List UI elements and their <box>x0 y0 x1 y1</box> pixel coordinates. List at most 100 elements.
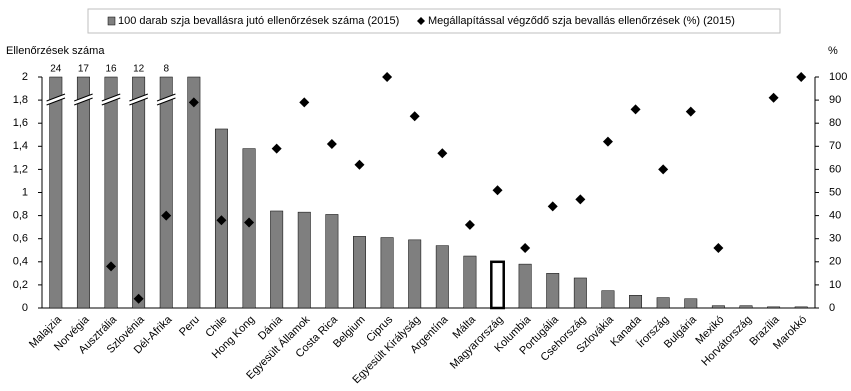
bar <box>270 210 284 309</box>
axis-break <box>129 94 148 105</box>
bar <box>159 76 173 309</box>
diamond-marker <box>437 148 448 159</box>
y-tick-label: 1 <box>22 186 28 198</box>
axis-break-line <box>101 97 121 106</box>
bar <box>104 76 118 309</box>
bar-value-label: 17 <box>78 64 90 75</box>
bar <box>325 214 339 309</box>
axis-break <box>74 94 93 105</box>
bar-value-label: 12 <box>133 64 145 75</box>
y2-tick-label: 20 <box>829 256 841 268</box>
bar <box>408 239 422 309</box>
axis-break-line <box>101 93 121 102</box>
axis-break-line <box>46 93 66 102</box>
bar <box>518 263 532 309</box>
axis-break <box>101 94 121 105</box>
axis-break <box>157 94 176 105</box>
bar <box>684 298 698 309</box>
bar <box>242 148 256 309</box>
bar <box>629 295 643 309</box>
y2-tick-label: 80 <box>829 117 841 129</box>
y-tick-label: 0 <box>22 302 28 314</box>
bar-value-label: 24 <box>50 64 62 75</box>
bar <box>76 76 90 309</box>
bar <box>380 237 394 309</box>
legend-label: 100 darab szja bevallásra jutó ellenőrzé… <box>118 15 399 27</box>
legend-box <box>87 8 781 34</box>
axis-break-line <box>129 93 149 102</box>
y-tick-label: 1,4 <box>13 140 28 152</box>
bar <box>767 306 781 309</box>
y2-tick-label: 70 <box>829 140 841 152</box>
diamond-marker <box>547 201 558 212</box>
diamond-marker <box>382 72 393 82</box>
axis-break-line <box>74 97 93 106</box>
y2-tick-label: 60 <box>829 163 841 175</box>
diamond-marker <box>271 143 282 154</box>
y-axis-label: Ellenőrzések száma <box>6 45 105 57</box>
bar <box>187 76 201 309</box>
diamond-marker <box>768 92 779 103</box>
y2-tick-label: 100 <box>829 71 847 83</box>
diamond-marker <box>492 185 503 196</box>
diamond-marker <box>575 194 586 205</box>
bar <box>601 290 615 309</box>
diamond-marker <box>796 72 807 82</box>
legend-swatch <box>107 16 116 26</box>
legend-swatch <box>417 17 425 25</box>
axis-break-line <box>129 97 149 106</box>
diamond-marker <box>326 138 337 149</box>
diamond-marker <box>161 210 172 221</box>
bar <box>711 305 725 309</box>
x-tick-label: Peru <box>177 314 202 339</box>
y2-tick-label: 10 <box>829 279 841 291</box>
axis-break-line <box>46 97 66 106</box>
bar <box>739 305 753 309</box>
diamond-marker <box>244 217 255 228</box>
y-tick-label: 0,4 <box>13 256 28 268</box>
bar <box>490 260 505 310</box>
y-tick-label: 1,2 <box>13 163 28 175</box>
axis-break-line <box>156 93 176 102</box>
bar <box>132 76 146 309</box>
diamond-marker <box>520 242 531 253</box>
bar <box>463 255 477 309</box>
diamond-marker <box>354 159 365 170</box>
bar <box>49 76 63 309</box>
y2-tick-label: 30 <box>829 233 841 245</box>
y-tick-label: 1,8 <box>13 94 28 106</box>
bar <box>546 273 560 309</box>
diamond-marker <box>464 219 475 230</box>
diamond-marker <box>133 293 144 304</box>
legend-label: Megállapítással végződő szja bevallás el… <box>428 15 735 27</box>
diamond-marker <box>188 97 199 108</box>
diamond-marker <box>216 215 227 226</box>
y2-tick-label: 0 <box>829 302 835 314</box>
diamond-marker <box>409 111 420 122</box>
bar <box>435 245 449 309</box>
y2-tick-label: 50 <box>829 186 841 198</box>
bar <box>794 306 808 309</box>
axis-break-line <box>156 97 176 106</box>
diamond-marker <box>713 242 724 253</box>
y-tick-label: 0,2 <box>13 279 28 291</box>
bar-value-label: 8 <box>163 64 169 75</box>
y-tick-label: 2 <box>22 71 28 83</box>
bar <box>573 277 587 309</box>
bar <box>297 211 311 309</box>
bar-value-label: 16 <box>105 64 117 75</box>
diamond-marker <box>685 106 696 117</box>
y2-tick-label: 40 <box>829 210 841 222</box>
bar <box>353 236 366 309</box>
diamond-marker <box>630 104 641 115</box>
y-tick-label: 0,8 <box>13 210 28 222</box>
axis-break-line <box>74 93 93 102</box>
y-tick-label: 0,6 <box>13 233 28 245</box>
y-tick-label: 1,6 <box>13 117 28 129</box>
diamond-marker <box>299 97 310 108</box>
diamond-marker <box>658 164 669 175</box>
diamond-marker <box>106 261 117 272</box>
bar <box>656 297 670 309</box>
diamond-marker <box>602 136 613 147</box>
